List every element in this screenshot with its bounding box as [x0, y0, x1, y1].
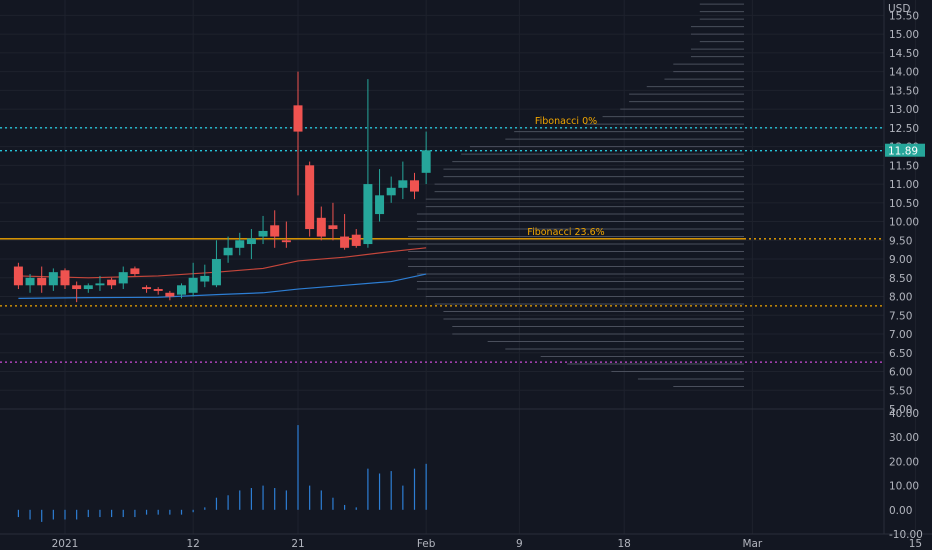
- candle-body: [258, 230, 268, 237]
- candle-body: [83, 285, 93, 290]
- price-axis[interactable]: 5.00 5.50 6.00 6.50 7.00 7.50 8.00 8.50 9.00 9.50…: [889, 10, 919, 416]
- last-price-badge: 11.89: [885, 143, 925, 158]
- candle-body: [200, 275, 210, 282]
- price-tick-label: 10.50: [889, 198, 919, 210]
- price-tick-label: 5.00: [889, 404, 912, 416]
- time-tick-label: Feb: [417, 538, 436, 550]
- candle-body: [305, 165, 315, 230]
- candle-body: [72, 285, 82, 290]
- price-tick-label: 8.50: [889, 273, 912, 285]
- candle-body: [95, 283, 105, 286]
- moving-averages: [18, 247, 427, 300]
- volume-tick-label: -10.00: [889, 529, 923, 541]
- price-tick-label: 6.50: [889, 348, 912, 360]
- last-price-value: 11.89: [888, 146, 918, 158]
- candle-body: [177, 285, 186, 295]
- candle-body: [107, 279, 117, 286]
- price-tick-label: 14.00: [889, 67, 919, 79]
- candle-body: [340, 236, 350, 248]
- candle-body: [316, 217, 326, 237]
- candle-body: [421, 150, 431, 173]
- price-tick-label: 12.50: [889, 123, 919, 135]
- price-tick-label: 6.00: [889, 367, 912, 379]
- time-tick-label: 12: [186, 538, 199, 550]
- candle-body: [165, 292, 175, 297]
- candle-body: [410, 180, 419, 192]
- volume-tick-label: 20.00: [889, 456, 919, 468]
- price-tick-label: 7.50: [889, 310, 912, 322]
- currency-label: USD: [888, 3, 910, 15]
- candle-body: [130, 268, 140, 275]
- price-tick-label: 11.50: [889, 160, 919, 172]
- fib-label: Fibonacci 0%: [535, 116, 597, 127]
- price-tick-label: 11.00: [889, 179, 919, 191]
- price-tick-label: 15.00: [889, 29, 919, 41]
- ma-fast-line: [18, 247, 427, 279]
- price-tick-label: 13.50: [889, 85, 919, 97]
- volume-profile: [408, 3, 744, 388]
- candle-body: [363, 184, 373, 245]
- volume-tick-label: 40.00: [889, 408, 919, 420]
- price-tick-label: 8.00: [889, 292, 912, 304]
- price-tick-label: 7.00: [889, 329, 912, 341]
- price-tick-label: 15.50: [889, 10, 919, 22]
- candle-body: [398, 180, 408, 188]
- candle-body: [328, 225, 338, 230]
- candle-body: [223, 247, 233, 256]
- time-tick-label: 18: [618, 538, 631, 550]
- candle-body: [293, 105, 303, 132]
- candle-body: [351, 234, 361, 246]
- candle-body: [13, 266, 23, 286]
- candle-body: [281, 240, 291, 243]
- volume-tick-label: 10.00: [889, 481, 919, 493]
- ma-slow-line: [18, 273, 427, 300]
- time-tick-label: 2021: [52, 538, 79, 550]
- time-tick-label: Mar: [742, 538, 762, 550]
- time-tick-label: 9: [516, 538, 523, 550]
- candlesticks: [13, 71, 431, 303]
- fib-label: Fibonacci 23.6%: [527, 227, 604, 238]
- volume-tick-label: 0.00: [889, 505, 912, 517]
- time-axis[interactable]: 20211221Feb918Mar1523: [52, 538, 932, 550]
- price-tick-label: 9.50: [889, 235, 912, 247]
- candle-body: [142, 287, 152, 290]
- volume-axis[interactable]: -10.00 0.00 10.00 20.00 30.00 40.00: [889, 408, 923, 541]
- price-tick-label: 14.50: [889, 48, 919, 60]
- price-tick-label: 13.00: [889, 104, 919, 116]
- candle-body: [48, 272, 58, 286]
- candle-body: [37, 277, 47, 286]
- candle-body: [25, 277, 35, 286]
- candle-body: [188, 277, 198, 293]
- candle-body: [375, 195, 385, 215]
- time-tick-label: 15: [909, 538, 922, 550]
- candle-body: [118, 272, 128, 284]
- candle-body: [386, 187, 396, 196]
- candle-body: [235, 240, 245, 248]
- volume-bars: [17, 425, 427, 522]
- time-tick-label: 21: [291, 538, 304, 550]
- candle-body: [211, 259, 221, 286]
- price-tick-label: 10.00: [889, 217, 919, 229]
- candle-body: [60, 270, 70, 286]
- candle-body: [153, 289, 163, 291]
- candle-body: [246, 238, 256, 245]
- price-tick-label: 9.00: [889, 254, 912, 266]
- candle-body: [270, 225, 280, 237]
- volume-tick-label: 30.00: [889, 432, 919, 444]
- price-tick-label: 5.50: [889, 385, 912, 397]
